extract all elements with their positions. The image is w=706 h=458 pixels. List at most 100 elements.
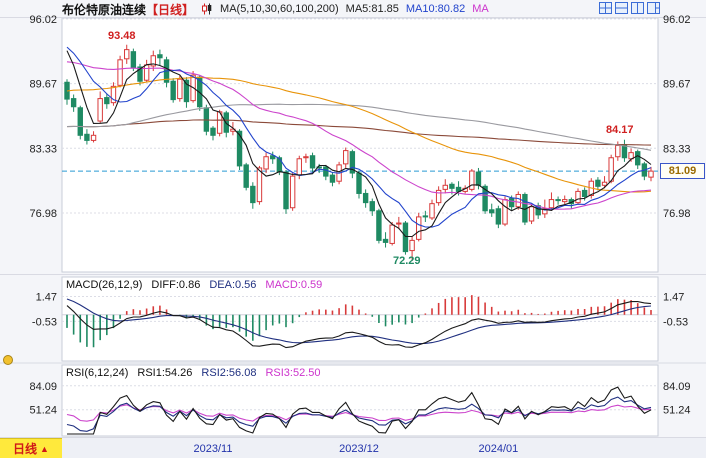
candle[interactable]	[396, 216, 402, 230]
candle-body	[289, 175, 296, 209]
indicator-marker-icon[interactable]	[3, 355, 13, 365]
layout-hsplit-icon[interactable]	[615, 2, 628, 14]
candle[interactable]	[389, 222, 395, 246]
candle-body	[283, 171, 289, 210]
candle-body	[482, 185, 488, 212]
layout-sidebar-icon[interactable]	[647, 2, 660, 14]
candle-body	[90, 134, 97, 141]
candle[interactable]	[210, 126, 216, 141]
candle-body	[210, 127, 216, 136]
candle[interactable]	[137, 63, 143, 86]
ma5-line	[66, 50, 652, 238]
candle-body	[309, 155, 316, 169]
candle[interactable]	[648, 166, 654, 182]
candle-body	[104, 97, 110, 105]
candle[interactable]	[542, 199, 548, 218]
rsi3-value: RSI3:52.50	[265, 367, 321, 379]
candle[interactable]	[170, 78, 176, 103]
macd-params-label: MACD(26,12,9)	[66, 279, 143, 291]
candle[interactable]	[435, 186, 442, 206]
period-selector[interactable]: 日线 ▲	[0, 438, 62, 458]
y-axis-label-right: 76.98	[663, 208, 691, 220]
candle[interactable]	[323, 164, 329, 181]
candle[interactable]	[402, 220, 409, 255]
candle-body	[270, 155, 276, 160]
candle[interactable]	[376, 208, 382, 244]
diff-line	[66, 301, 652, 349]
candle[interactable]	[309, 152, 316, 174]
ma60-line	[66, 76, 652, 193]
main-pane[interactable]	[61, 17, 659, 273]
candle[interactable]	[343, 147, 349, 168]
candle[interactable]	[70, 94, 77, 112]
candle[interactable]	[422, 210, 429, 223]
candle[interactable]	[177, 75, 183, 102]
candle[interactable]	[409, 236, 415, 261]
candlestick-icon[interactable]	[201, 3, 213, 15]
candle[interactable]	[595, 177, 601, 191]
macd-dea-value: DEA:0.56	[209, 279, 257, 291]
candle[interactable]	[416, 212, 422, 242]
candle[interactable]	[635, 149, 641, 169]
bottom-bar	[0, 438, 706, 458]
candle[interactable]	[502, 196, 508, 227]
candle[interactable]	[250, 182, 256, 209]
candle[interactable]	[289, 173, 296, 211]
x-axis-label: 2023/11	[194, 443, 233, 455]
candle-body	[595, 179, 601, 187]
candle[interactable]	[369, 198, 375, 216]
candle[interactable]	[84, 129, 90, 145]
candle[interactable]	[489, 203, 495, 217]
candle-body	[97, 98, 103, 122]
candle[interactable]	[256, 165, 263, 205]
candle[interactable]	[157, 49, 163, 65]
candle-body	[475, 171, 482, 186]
candle[interactable]	[515, 191, 521, 210]
candle[interactable]	[562, 195, 568, 206]
candle[interactable]	[528, 203, 535, 225]
rsi-pane[interactable]	[61, 364, 659, 437]
candle[interactable]	[548, 192, 555, 211]
candle[interactable]	[270, 151, 276, 164]
candle[interactable]	[183, 77, 190, 108]
candle[interactable]	[117, 55, 123, 88]
candle[interactable]	[90, 131, 97, 143]
candle[interactable]	[97, 91, 103, 124]
candle[interactable]	[362, 189, 369, 208]
candle[interactable]	[303, 153, 309, 163]
candle[interactable]	[283, 169, 289, 214]
candle[interactable]	[495, 205, 502, 229]
macd-pane[interactable]	[61, 276, 659, 362]
candle[interactable]	[329, 172, 336, 187]
candle[interactable]	[110, 82, 117, 106]
candle-body	[429, 203, 435, 219]
candle-body	[502, 199, 508, 225]
dea-line	[66, 298, 652, 345]
candle[interactable]	[555, 196, 561, 205]
candle[interactable]	[77, 105, 83, 140]
candle[interactable]	[349, 149, 356, 179]
layout-vsplit-icon[interactable]	[631, 2, 644, 14]
candle[interactable]	[575, 188, 581, 205]
symbol-name: 布伦特原油连续	[62, 2, 147, 17]
candle[interactable]	[104, 93, 110, 109]
candle-body	[435, 189, 442, 204]
candle-body	[409, 239, 415, 252]
candle[interactable]	[382, 232, 389, 248]
candle[interactable]	[236, 129, 243, 170]
candle[interactable]	[124, 44, 130, 64]
rsi1-line	[67, 386, 652, 435]
candle[interactable]	[442, 179, 448, 194]
candle[interactable]	[243, 162, 249, 191]
candle[interactable]	[263, 152, 269, 174]
candle[interactable]	[429, 199, 435, 220]
candle-body	[528, 206, 535, 222]
macd-macd-value: MACD:0.59	[265, 279, 323, 291]
candle[interactable]	[150, 50, 156, 72]
candle-body	[575, 190, 581, 204]
candle[interactable]	[601, 176, 608, 189]
candle[interactable]	[469, 168, 475, 192]
macd-legend: MACD(26,12,9) DIFF:0.86 DEA:0.56 MACD:0.…	[66, 279, 322, 291]
layout-quad-icon[interactable]	[599, 2, 612, 14]
